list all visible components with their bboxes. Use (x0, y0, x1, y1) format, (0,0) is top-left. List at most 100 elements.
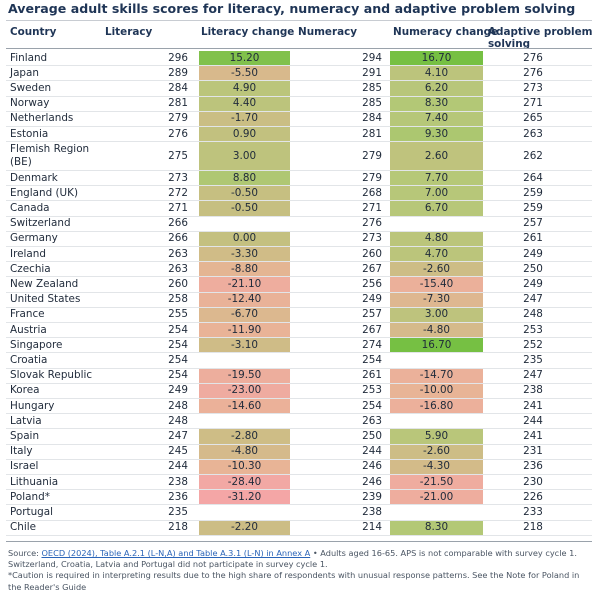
literacy-change-value: -31.20 (227, 490, 262, 503)
numeracy-change-value: 4.10 (424, 66, 449, 79)
numeracy-change-value: -21.50 (419, 475, 454, 488)
numeracy-change-value: 7.00 (424, 186, 449, 199)
numeracy-change-value: 2.60 (424, 150, 449, 163)
literacy-change-value: 15.20 (229, 51, 260, 64)
aps-value: 252 (523, 338, 543, 351)
row-divider (6, 504, 592, 506)
numeracy-change-cell (390, 96, 483, 111)
aps-value: 261 (523, 232, 543, 245)
literacy-change-cell (199, 429, 290, 444)
numeracy-value: 267 (362, 323, 382, 336)
numeracy-change-cell (390, 520, 483, 535)
literacy-change-value: -0.50 (231, 201, 258, 214)
numeracy-change-value: 8.30 (424, 97, 449, 110)
country-name: Portugal (10, 505, 54, 518)
literacy-value: 236 (168, 490, 188, 503)
numeracy-value: 260 (362, 247, 382, 260)
country-name: Germany (10, 232, 58, 245)
literacy-change-cell (199, 81, 290, 96)
literacy-change-value: 4.40 (232, 97, 257, 110)
numeracy-value: 281 (362, 127, 382, 140)
aps-value: 276 (523, 66, 543, 79)
source-link[interactable]: OECD (2024), Table A.2.1 (L-N,A) and Tab… (41, 548, 311, 558)
row-divider (6, 110, 592, 112)
header-aps-line2: solving (488, 38, 531, 50)
numeracy-change-value: -2.60 (423, 445, 450, 458)
aps-value: 248 (523, 308, 543, 321)
literacy-change-cell (199, 111, 290, 126)
literacy-change-value: -6.70 (231, 308, 258, 321)
footer-notes: Source: OECD (2024), Table A.2.1 (L-N,A)… (8, 548, 592, 593)
numeracy-change-value: 4.70 (424, 247, 449, 260)
literacy-value: 248 (168, 399, 188, 412)
numeracy-change-cell (390, 307, 483, 322)
numeracy-value: 254 (362, 353, 382, 366)
literacy-value: 275 (168, 150, 188, 163)
aps-value: 218 (523, 521, 543, 534)
header-literacy: Literacy (105, 26, 153, 38)
numeracy-value: 268 (362, 186, 382, 199)
row-divider (6, 95, 592, 97)
row-divider (6, 215, 592, 217)
numeracy-change-cell (390, 111, 483, 126)
numeracy-change-cell (390, 444, 483, 459)
country-name: Israel (10, 460, 39, 473)
literacy-change-cell (199, 171, 290, 186)
literacy-change-cell (199, 323, 290, 338)
literacy-value: 271 (168, 201, 188, 214)
numeracy-value: 294 (362, 51, 382, 64)
header-numeracy: Numeracy (298, 26, 358, 38)
aps-value: 259 (523, 186, 543, 199)
country-name: Korea (10, 384, 40, 397)
aps-value: 235 (523, 353, 543, 366)
literacy-value: 254 (168, 323, 188, 336)
literacy-value: 273 (168, 171, 188, 184)
row-divider (6, 337, 592, 339)
row-divider (6, 519, 592, 521)
numeracy-change-value: -2.60 (423, 262, 450, 275)
numeracy-value: 279 (362, 171, 382, 184)
aps-value: 241 (523, 429, 543, 442)
numeracy-change-value: -15.40 (419, 277, 454, 290)
numeracy-value: 246 (362, 460, 382, 473)
numeracy-value: 244 (362, 445, 382, 458)
aps-value: 226 (523, 490, 543, 503)
numeracy-value: 291 (362, 66, 382, 79)
literacy-change-value: -0.50 (231, 186, 258, 199)
row-divider (6, 398, 592, 399)
numeracy-value: 274 (362, 338, 382, 351)
literacy-value: 272 (168, 186, 188, 199)
country-name: Slovak Republic (10, 369, 93, 382)
numeracy-change-cell (390, 383, 483, 398)
aps-value: 265 (523, 112, 543, 125)
literacy-change-cell (199, 399, 290, 414)
literacy-change-value: -19.50 (227, 369, 262, 382)
source-note: Source: OECD (2024), Table A.2.1 (L-N,A)… (8, 548, 592, 570)
aps-value: 259 (523, 201, 543, 214)
literacy-value: 284 (168, 81, 188, 94)
literacy-value: 248 (168, 414, 188, 427)
literacy-change-cell (199, 127, 290, 142)
aps-value: 257 (523, 217, 543, 230)
numeracy-change-value: -10.00 (419, 384, 454, 397)
numeracy-change-cell (390, 201, 483, 216)
literacy-change-cell (199, 444, 290, 459)
literacy-change-cell (199, 231, 290, 246)
row-divider (6, 230, 592, 232)
numeracy-change-value: 9.30 (424, 127, 449, 140)
aps-value: 247 (523, 293, 543, 306)
numeracy-change-value: 6.20 (424, 81, 449, 94)
country-name: Denmark (10, 171, 58, 184)
numeracy-change-value: -16.80 (419, 399, 454, 412)
numeracy-change-value: 3.00 (424, 308, 449, 321)
header-country: Country (10, 26, 57, 38)
aps-value: 276 (523, 51, 543, 64)
literacy-value: 263 (168, 262, 188, 275)
literacy-value: 260 (168, 277, 188, 290)
numeracy-change-cell (390, 368, 483, 383)
numeracy-change-cell (390, 459, 483, 474)
numeracy-value: 253 (362, 384, 382, 397)
numeracy-change-value: -14.70 (419, 369, 454, 382)
literacy-change-cell (199, 277, 290, 292)
header-numeracy-change: Numeracy change (393, 26, 499, 38)
